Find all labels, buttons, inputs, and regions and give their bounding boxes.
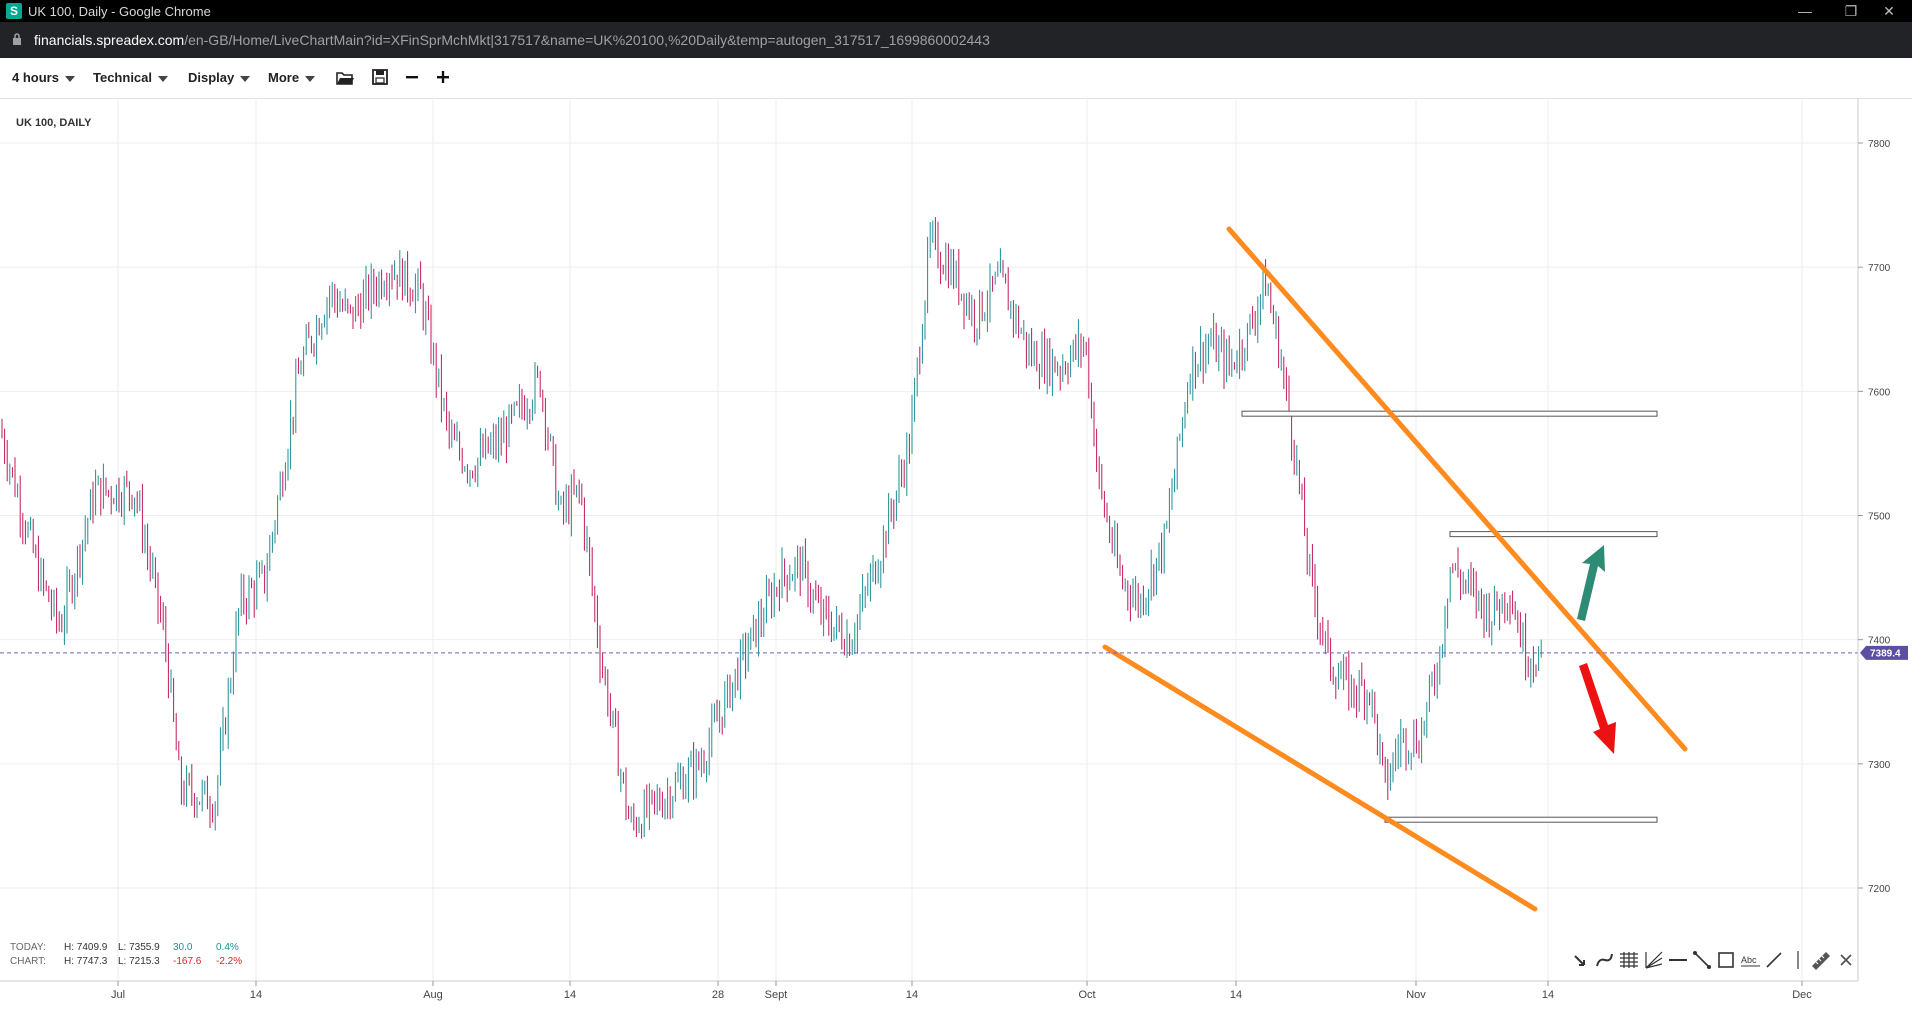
y-tick-label: 7800	[1868, 139, 1891, 150]
more-label: More	[268, 70, 300, 85]
zoom-out-icon[interactable]	[401, 66, 423, 88]
x-tick-label: 14	[1230, 989, 1242, 1001]
upper-trendline[interactable]	[1226, 226, 1688, 752]
fan-tool-icon[interactable]	[1644, 950, 1664, 970]
text-tool-icon[interactable]: Abc	[1740, 950, 1760, 970]
rectangle-icon[interactable]	[1716, 950, 1736, 970]
x-tick-label: 14	[564, 989, 576, 1001]
x-tick-label: Dec	[1792, 989, 1812, 1001]
spreadex-favicon-icon: S	[6, 3, 22, 19]
chart-grid	[0, 98, 1858, 981]
fibonacci-tool-icon[interactable]	[1618, 950, 1638, 970]
timeframe-dropdown[interactable]: 4 hours	[12, 70, 75, 85]
x-tick-label: Aug	[423, 989, 443, 1001]
lock-icon	[12, 33, 22, 49]
ruler-icon[interactable]	[1810, 950, 1830, 970]
close-icon[interactable]	[1836, 950, 1856, 970]
x-tick-label: Nov	[1406, 989, 1426, 1001]
instrument-label: UK 100, DAILY	[16, 117, 92, 129]
url-path: /en-GB/Home/LiveChartMain?id=XFinSprMchM…	[184, 32, 990, 48]
key-level-boxes	[1241, 410, 1658, 823]
today-stats-row: TODAY: H: 7409.9 L: 7355.9 30.0 0.4%	[10, 942, 270, 956]
today-change: 30.0	[173, 942, 193, 953]
display-dropdown[interactable]: Display	[188, 70, 251, 85]
key-level-box[interactable]	[1241, 410, 1658, 417]
down-arrow-icon	[1579, 663, 1616, 754]
chevron-down-icon	[240, 75, 251, 82]
chevron-down-icon	[64, 75, 75, 82]
time-axis: Jul 14 Aug 14 28 Sept 14 Oct 14 Nov 14 Dec	[0, 980, 1858, 1001]
save-icon[interactable]	[369, 66, 391, 88]
chart-label: CHART:	[10, 956, 46, 967]
folder-open-icon[interactable]	[334, 66, 356, 88]
trendline-icon[interactable]	[1692, 950, 1712, 970]
today-high: H: 7409.9	[64, 942, 108, 953]
lower-trendline[interactable]	[1102, 644, 1538, 912]
technical-label: Technical	[93, 70, 153, 85]
today-label: TODAY:	[10, 942, 46, 953]
trendline-drawings	[1102, 226, 1688, 912]
technical-dropdown[interactable]: Technical	[93, 70, 169, 85]
chart-change-pct: -2.2%	[216, 956, 243, 967]
key-level-box[interactable]	[1384, 816, 1658, 823]
address-bar[interactable]: financials.spreadex.com/en-GB/Home/LiveC…	[0, 22, 1912, 58]
svg-text:Abc: Abc	[1741, 955, 1757, 965]
y-tick-label: 7600	[1868, 387, 1891, 398]
display-label: Display	[188, 70, 235, 85]
x-tick-label: Sept	[765, 989, 788, 1001]
price-axis: 7800 7700 7600 7500 7400 7300 7200	[1857, 98, 1891, 981]
zoom-in-icon[interactable]	[432, 66, 454, 88]
price-chart[interactable]: 7800 7700 7600 7500 7400 7300 7200 Jul 14 Aug 14 2…	[0, 98, 1912, 1013]
direction-arrows	[1577, 545, 1616, 754]
ohlc-stats-panel: TODAY: H: 7409.9 L: 7355.9 30.0 0.4% CHA…	[10, 942, 270, 970]
y-tick-label: 7500	[1868, 512, 1891, 523]
chart-high: H: 7747.3	[64, 956, 108, 967]
toolbar-separator	[1788, 950, 1808, 970]
x-tick-label: Jul	[111, 989, 125, 1001]
y-tick-label: 7300	[1868, 760, 1891, 771]
up-arrow-icon	[1577, 545, 1605, 621]
chart-stats-row: CHART: H: 7747.3 L: 7215.3 -167.6 -2.2%	[10, 956, 270, 970]
x-tick-label: 28	[712, 989, 724, 1001]
close-window-icon[interactable]: ✕	[1883, 3, 1895, 19]
minimize-icon[interactable]: —	[1798, 3, 1812, 19]
horizontal-line-icon[interactable]	[1668, 950, 1688, 970]
chart-change: -167.6	[173, 956, 202, 967]
url-text[interactable]: financials.spreadex.com/en-GB/Home/LiveC…	[34, 32, 990, 48]
chevron-down-icon	[158, 75, 169, 82]
candlestick-series	[1, 217, 1542, 839]
timeframe-label: 4 hours	[12, 70, 59, 85]
x-tick-label: Oct	[1078, 989, 1095, 1001]
x-tick-label: 14	[250, 989, 262, 1001]
chart-low: L: 7215.3	[118, 956, 160, 967]
y-tick-label: 7200	[1868, 884, 1891, 895]
y-tick-label: 7400	[1868, 636, 1891, 647]
chevron-down-icon	[305, 75, 316, 82]
x-tick-label: 14	[906, 989, 918, 1001]
curve-tool-icon[interactable]	[1594, 950, 1614, 970]
url-host: financials.spreadex.com	[34, 32, 185, 48]
current-price-label: 7389.4	[1870, 648, 1901, 659]
y-tick-label: 7700	[1868, 263, 1891, 274]
restore-icon[interactable]: ❐	[1844, 3, 1858, 19]
x-tick-label: 14	[1542, 989, 1554, 1001]
browser-title-bar: S UK 100, Daily - Google Chrome — ❐ ✕	[0, 0, 1912, 22]
pointer-icon[interactable]	[1570, 950, 1590, 970]
today-change-pct: 0.4%	[216, 942, 239, 953]
line-tool-icon[interactable]	[1764, 950, 1784, 970]
window-title: UK 100, Daily - Google Chrome	[28, 4, 211, 19]
today-low: L: 7355.9	[118, 942, 160, 953]
key-level-box[interactable]	[1449, 531, 1658, 538]
chart-toolbar: 4 hours Technical Display More	[0, 58, 1912, 99]
current-price-badge: 7389.4	[1860, 645, 1908, 660]
more-dropdown[interactable]: More	[268, 70, 316, 85]
